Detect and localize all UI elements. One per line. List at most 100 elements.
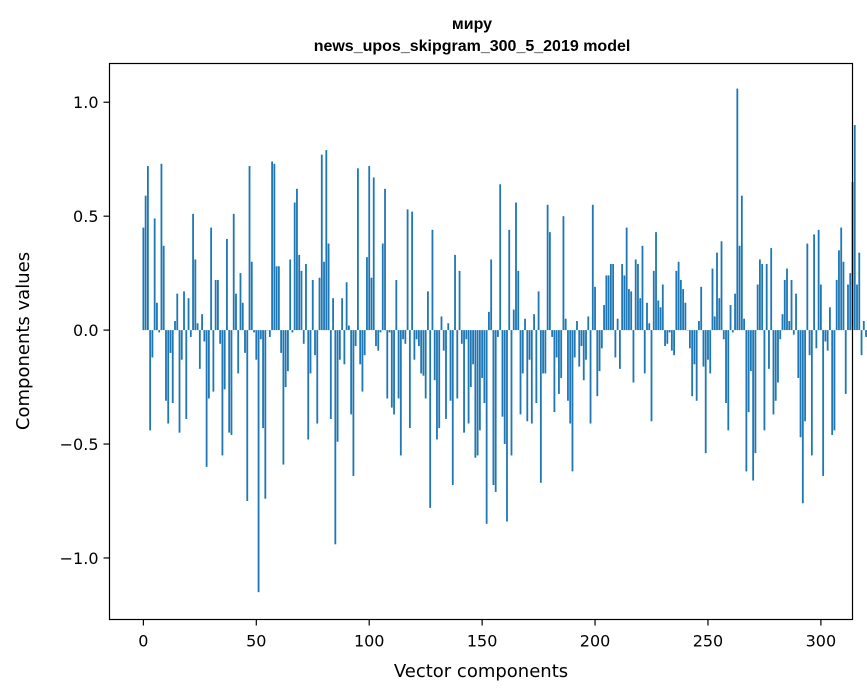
chart-subtitle: news_upos_skipgram_300_5_2019 model	[314, 38, 631, 55]
bar	[813, 234, 816, 331]
bar	[280, 330, 283, 353]
bar	[528, 330, 531, 360]
bar	[305, 264, 307, 331]
bar	[458, 270, 461, 331]
bar	[573, 330, 576, 358]
bar	[244, 330, 246, 353]
bar	[567, 330, 569, 401]
bar	[740, 195, 743, 331]
bar	[207, 330, 210, 399]
bar	[467, 330, 470, 424]
bar	[817, 229, 820, 331]
bar	[679, 279, 682, 331]
bar	[451, 330, 454, 486]
bar	[442, 330, 445, 351]
bar	[210, 227, 213, 331]
bar	[445, 330, 447, 419]
bar	[309, 330, 312, 374]
y-tick-label: 0.5	[73, 207, 98, 226]
bar	[417, 330, 420, 347]
bar	[368, 166, 371, 331]
bar	[598, 330, 601, 372]
bar	[201, 314, 203, 331]
bar	[481, 330, 484, 378]
bar	[806, 243, 809, 331]
bar	[341, 298, 344, 331]
bar	[259, 330, 262, 340]
bar	[582, 330, 585, 381]
bar	[815, 330, 818, 349]
bar	[853, 125, 856, 331]
bar	[628, 289, 630, 331]
bar	[736, 88, 739, 331]
bar	[693, 330, 696, 365]
bar	[370, 277, 373, 331]
bar	[858, 252, 861, 331]
bar	[192, 213, 194, 331]
bar	[277, 266, 280, 331]
bar	[320, 154, 323, 331]
bar	[765, 264, 768, 331]
bar	[517, 270, 520, 331]
bar	[664, 330, 666, 347]
bar	[745, 330, 748, 472]
bar	[512, 309, 515, 331]
bar	[637, 264, 639, 331]
bar	[501, 330, 504, 417]
bar	[716, 252, 718, 331]
bar	[408, 330, 411, 429]
bar	[673, 330, 675, 356]
bar	[248, 166, 251, 331]
bar	[641, 245, 644, 331]
bar	[492, 330, 495, 486]
bar	[318, 277, 321, 331]
bar	[230, 330, 233, 435]
plot-frame	[108, 62, 854, 621]
bar	[752, 330, 755, 481]
bar	[327, 243, 330, 331]
bar	[849, 273, 852, 331]
bar	[250, 261, 253, 331]
bar	[623, 275, 626, 331]
x-tick-label: 300	[806, 632, 837, 651]
bar	[655, 232, 657, 331]
bar	[819, 284, 822, 331]
bar	[759, 259, 761, 331]
bar	[709, 330, 712, 374]
bar	[205, 330, 208, 467]
bar	[801, 330, 804, 504]
bar	[262, 330, 264, 429]
bar	[725, 330, 727, 404]
bar	[221, 330, 224, 456]
bar	[176, 293, 179, 331]
bar	[454, 254, 456, 331]
bar	[826, 330, 829, 351]
x-tick-label: 150	[467, 632, 498, 651]
bar	[578, 330, 581, 367]
bar	[625, 227, 628, 331]
bar	[722, 330, 725, 340]
bar	[456, 330, 459, 399]
bar	[196, 323, 199, 331]
bar	[386, 330, 389, 399]
bar	[395, 279, 398, 331]
bar	[390, 330, 393, 408]
bar	[361, 330, 364, 392]
bar	[530, 330, 533, 424]
bar	[700, 286, 703, 331]
bar	[804, 330, 806, 422]
y-axis: −1.0 −0.5 0.0 0.5 1.0	[60, 93, 110, 568]
bar	[546, 204, 549, 331]
bar	[352, 330, 355, 476]
bar	[472, 330, 474, 365]
bar	[246, 330, 249, 502]
bar	[357, 168, 359, 331]
bar	[381, 243, 384, 331]
bar	[691, 330, 694, 397]
bar	[465, 330, 468, 340]
bar	[618, 330, 621, 369]
bar	[506, 330, 508, 522]
y-axis-label: Components values	[13, 252, 34, 430]
bar	[239, 273, 242, 331]
bar	[183, 291, 185, 331]
